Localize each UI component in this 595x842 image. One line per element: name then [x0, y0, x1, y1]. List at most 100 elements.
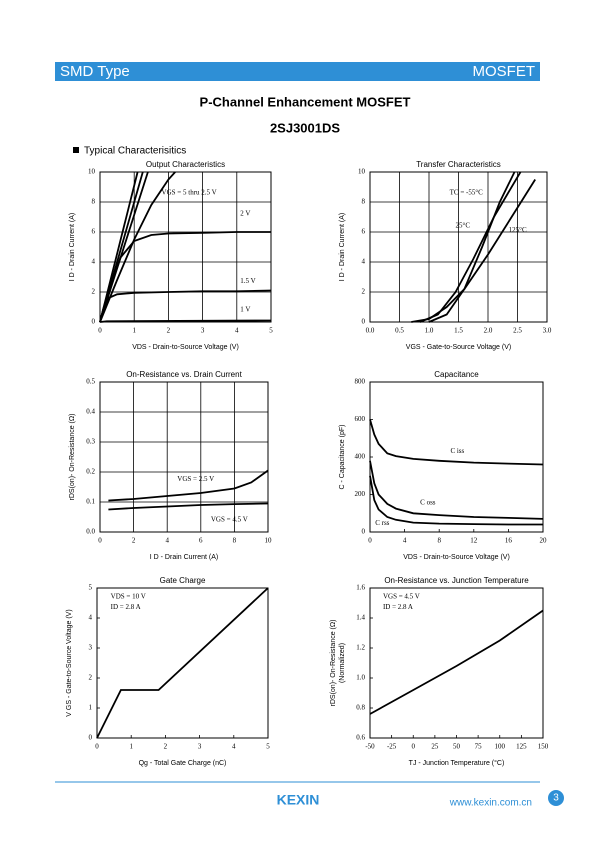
y-tick-label: 2: [89, 674, 93, 682]
chart-title: On-Resistance vs. Drain Current: [126, 370, 242, 379]
y-tick-label: 0: [92, 318, 96, 326]
annotation: VDS = 10 V: [111, 593, 146, 601]
y-tick-label: 600: [355, 415, 366, 423]
series-label: 1.5 V: [240, 277, 255, 285]
y-tick-label: 8: [92, 198, 96, 206]
x-tick-label: 0.5: [395, 327, 404, 335]
y-tick-label: 0.5: [86, 378, 95, 386]
y-tick-label: 2: [92, 288, 96, 296]
x-tick-label: 2: [132, 537, 136, 545]
x-tick-label: 0: [368, 537, 372, 545]
data-line: [369, 609, 544, 715]
data-line: [411, 179, 536, 323]
x-tick-label: 2: [164, 743, 168, 751]
x-tick-label: 5: [269, 327, 273, 335]
data-line: [99, 231, 271, 323]
y-tick-label: 2: [362, 288, 366, 296]
x-tick-label: 1.0: [425, 327, 434, 335]
series-label: 125°C: [509, 226, 527, 234]
plot-frame: [369, 171, 548, 323]
page-number: 3: [553, 793, 559, 804]
x-tick-label: 1: [129, 743, 133, 751]
x-tick-label: -50: [365, 743, 375, 751]
x-axis-label: Qg - Total Gate Charge (nC): [139, 760, 227, 767]
header-left: SMD Type: [60, 63, 130, 80]
data-line: [99, 171, 149, 323]
y-tick-label: 6: [362, 228, 366, 236]
y-tick-label: 1.2: [356, 644, 365, 652]
x-tick-label: -25: [387, 743, 397, 751]
series-label: VGS = 2.5 V: [177, 475, 214, 483]
footer-url: www.kexin.com.cn: [449, 798, 532, 809]
x-tick-label: 3: [198, 743, 202, 751]
x-tick-label: 6: [199, 537, 203, 545]
chart-title: Output Characteristics: [146, 160, 225, 169]
page-badge: [548, 790, 564, 806]
y-tick-label: 0: [362, 528, 366, 536]
chart-title: Gate Charge: [160, 576, 206, 585]
x-tick-label: 20: [540, 537, 548, 545]
x-tick-label: 25: [431, 743, 439, 751]
x-tick-label: 4: [165, 537, 169, 545]
x-tick-label: 1.5: [454, 327, 463, 335]
annotation: ID = 2.8 A: [383, 603, 413, 611]
y-tick-label: 0.8: [356, 704, 365, 712]
data-line: [369, 475, 543, 526]
x-tick-label: 2.0: [484, 327, 493, 335]
x-axis-label: VDS - Drain-to-Source Voltage (V): [403, 554, 510, 561]
x-tick-label: 1: [132, 327, 136, 335]
plot-frame: [369, 587, 544, 739]
x-tick-label: 12: [470, 537, 478, 545]
y-tick-label: 0.2: [86, 468, 95, 476]
series-label: VGS = 4.5 V: [211, 516, 248, 524]
x-tick-label: 3.0: [543, 327, 552, 335]
plot-frame: [369, 381, 544, 533]
x-tick-label: 100: [495, 743, 506, 751]
y-tick-label: 200: [355, 490, 366, 498]
y-tick-label: 400: [355, 453, 366, 461]
y-tick-label: 6: [92, 228, 96, 236]
chart-title: On-Resistance vs. Junction Temperature: [384, 576, 529, 585]
y-tick-label: 1: [89, 704, 93, 712]
series-label: TC = -55°C: [450, 189, 484, 197]
doc-title: P-Channel Enhancement MOSFET: [200, 94, 411, 109]
annotation: VGS = 4.5 V: [383, 593, 420, 601]
x-axis-label: VDS - Drain-to-Source Voltage (V): [132, 344, 239, 351]
x-tick-label: 2.5: [513, 327, 522, 335]
x-tick-label: 150: [538, 743, 549, 751]
data-line: [108, 469, 269, 502]
y-axis-label: V GS - Gate-to-Source Voltage (V): [66, 609, 73, 716]
header-bar: [55, 62, 540, 81]
x-tick-label: 0: [98, 537, 102, 545]
series-label: C oss: [420, 499, 436, 507]
y-tick-label: 10: [358, 168, 366, 176]
chart-title: Transfer Characteristics: [416, 160, 501, 169]
series-label: 2 V: [240, 210, 250, 218]
series-label: 25°C: [456, 222, 471, 230]
data-line: [428, 171, 516, 323]
data-line: [99, 171, 176, 323]
x-tick-label: 0: [95, 743, 99, 751]
x-tick-label: 4: [235, 327, 239, 335]
x-tick-label: 4: [232, 743, 236, 751]
x-tick-label: 0: [98, 327, 102, 335]
chart-title: Capacitance: [434, 370, 479, 379]
data-line: [108, 502, 269, 511]
x-axis-label: VGS - Gate-to-Source Voltage (V): [406, 344, 511, 351]
data-line: [369, 419, 544, 466]
y-axis-label: (Normalized): [339, 643, 346, 683]
x-tick-label: 8: [233, 537, 237, 545]
x-tick-label: 5: [266, 743, 270, 751]
series-label: C rss: [375, 519, 389, 527]
y-tick-label: 3: [89, 644, 93, 652]
y-axis-label: rDS(on)- On-Resistance (Ω): [69, 414, 76, 501]
section-title: Typical Characterisitics: [84, 146, 186, 157]
y-tick-label: 0: [89, 734, 93, 742]
x-tick-label: 4: [403, 537, 407, 545]
y-tick-label: 5: [89, 584, 93, 592]
y-tick-label: 0: [362, 318, 366, 326]
y-tick-label: 0.0: [86, 528, 95, 536]
y-tick-label: 10: [88, 168, 96, 176]
